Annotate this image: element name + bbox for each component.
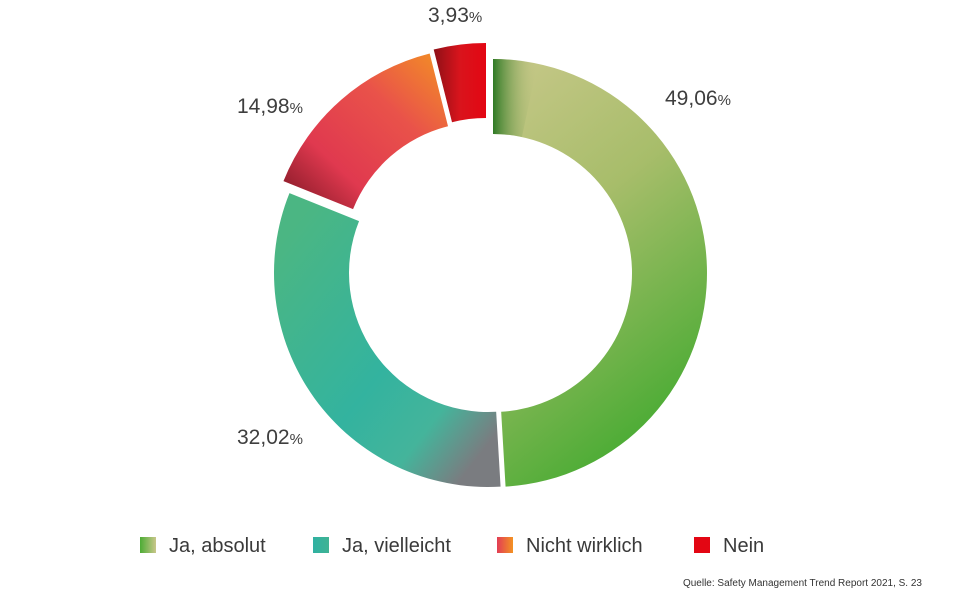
legend-swatch	[313, 537, 329, 553]
data-label-2: 14,98%	[237, 95, 303, 118]
donut-slice-ja-absolut	[493, 59, 707, 487]
legend-label: Nein	[723, 535, 764, 557]
legend-item-1: Ja, vielleicht	[313, 535, 451, 557]
data-label-3: 3,93%	[428, 4, 482, 27]
donut-slice-nicht-wirklich	[283, 53, 449, 210]
legend-swatch	[694, 537, 710, 553]
legend-label: Ja, absolut	[169, 535, 266, 557]
legend-label: Nicht wirklich	[526, 535, 643, 557]
data-label-1: 32,02%	[237, 426, 303, 449]
legend-swatch	[140, 537, 156, 553]
legend-item-0: Ja, absolut	[140, 535, 266, 557]
legend-item-2: Nicht wirklich	[497, 535, 643, 557]
donut-slice-shading	[493, 59, 538, 138]
donut-slice-ja-vielleicht	[273, 193, 501, 488]
legend-label: Ja, vielleicht	[342, 535, 451, 557]
source-note: Quelle: Safety Management Trend Report 2…	[682, 578, 922, 589]
donut-slice-nein	[433, 43, 486, 123]
legend-swatch	[497, 537, 513, 553]
data-label-0: 49,06%	[665, 87, 731, 110]
legend-item-3: Nein	[694, 535, 764, 557]
